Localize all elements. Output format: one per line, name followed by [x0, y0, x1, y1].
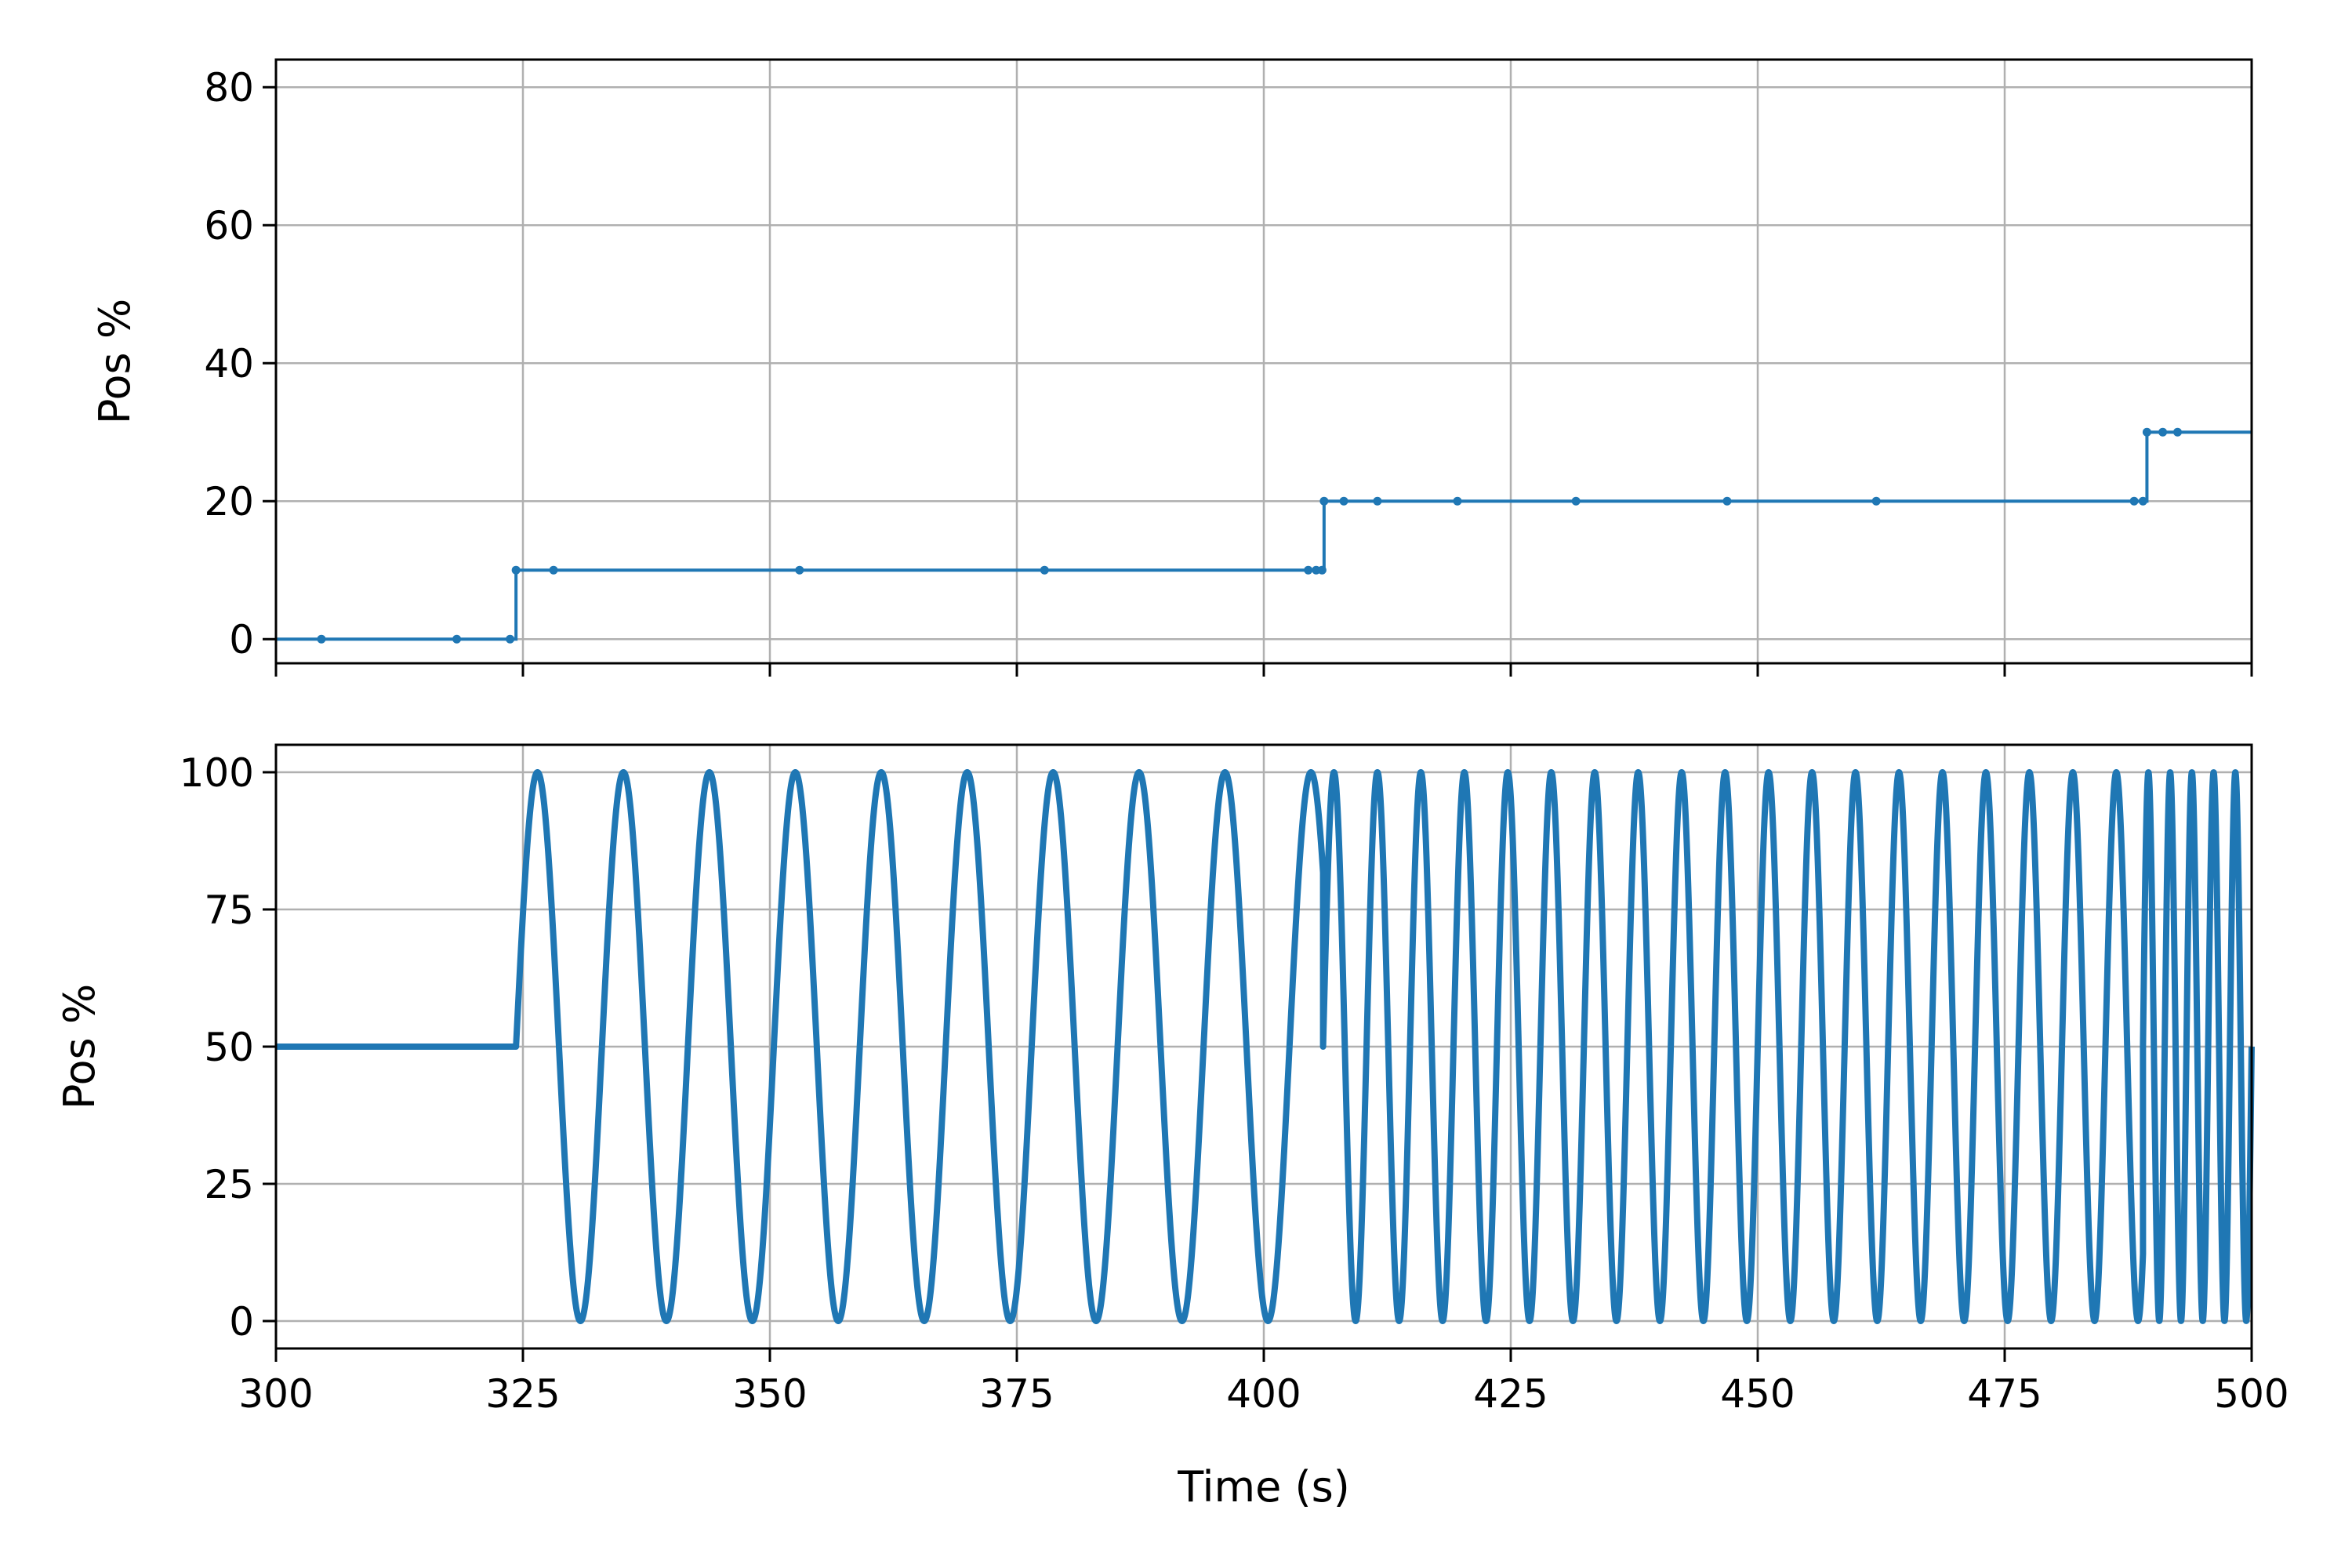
- top-data-point: [2158, 427, 2168, 437]
- bottom-x-tick-label: 300: [238, 1371, 313, 1417]
- bottom-series-line: [276, 769, 2255, 1324]
- top-y-axis-label: Pos %: [90, 299, 140, 424]
- top-data-point: [1339, 496, 1348, 506]
- top-data-point: [1040, 565, 1049, 575]
- top-y-tick-label: 60: [204, 203, 254, 249]
- bottom-subplot: 300 325 350 375 400 425 450 475 500 0 25 50 75 100 Po…: [55, 743, 2289, 1512]
- top-data-point: [1312, 565, 1321, 575]
- bottom-y-tick-label: 75: [204, 887, 254, 933]
- top-data-point: [1571, 496, 1581, 506]
- bottom-x-tick-label: 500: [2214, 1371, 2288, 1417]
- bottom-x-tick-label: 450: [1720, 1371, 1795, 1417]
- top-data-point: [2173, 427, 2182, 437]
- x-axis-label: Time (s): [1177, 1462, 1350, 1512]
- top-data-point: [1722, 496, 1732, 506]
- top-data-point: [1317, 565, 1327, 575]
- top-y-tick-label: 0: [229, 617, 254, 662]
- top-data-point: [1373, 496, 1382, 506]
- top-data-point: [549, 565, 558, 575]
- bottom-y-tick-label: 50: [204, 1025, 254, 1070]
- top-data-point: [452, 634, 462, 644]
- top-data-point: [795, 565, 804, 575]
- bottom-y-tick-label: 100: [180, 750, 254, 796]
- bottom-x-tick-label: 375: [979, 1371, 1054, 1417]
- top-data-point: [2138, 496, 2147, 506]
- top-grid: [274, 60, 2253, 663]
- top-position-series: [276, 427, 2252, 644]
- top-data-point: [1319, 496, 1329, 506]
- top-ticks: 0 20 40 60 80: [204, 65, 2253, 677]
- bottom-x-tick-label: 400: [1226, 1371, 1301, 1417]
- top-data-point: [1871, 496, 1881, 506]
- top-data-point: [506, 634, 515, 644]
- top-data-point: [1304, 565, 1313, 575]
- top-data-point: [2129, 496, 2139, 506]
- bottom-y-axis-label: Pos %: [55, 984, 104, 1109]
- bottom-x-tick-label: 325: [485, 1371, 560, 1417]
- top-data-point: [317, 634, 326, 644]
- top-y-tick-label: 80: [204, 65, 254, 111]
- top-data-point: [2142, 427, 2151, 437]
- top-y-tick-label: 40: [204, 341, 254, 387]
- bottom-y-tick-label: 0: [229, 1299, 254, 1345]
- bottom-ticks: 300 325 350 375 400 425 450 475 500 0 25 50 75 100: [180, 750, 2289, 1417]
- bottom-position-series: [276, 769, 2255, 1324]
- top-data-point: [511, 565, 521, 575]
- top-y-tick-label: 20: [204, 479, 254, 524]
- bottom-y-tick-label: 25: [204, 1162, 254, 1207]
- top-subplot: 0 20 40 60 80 Pos %: [90, 58, 2253, 677]
- top-data-point: [1453, 496, 1462, 506]
- bottom-x-tick-label: 425: [1473, 1371, 1548, 1417]
- bottom-x-tick-label: 350: [732, 1371, 807, 1417]
- bottom-x-tick-label: 475: [1967, 1371, 2042, 1417]
